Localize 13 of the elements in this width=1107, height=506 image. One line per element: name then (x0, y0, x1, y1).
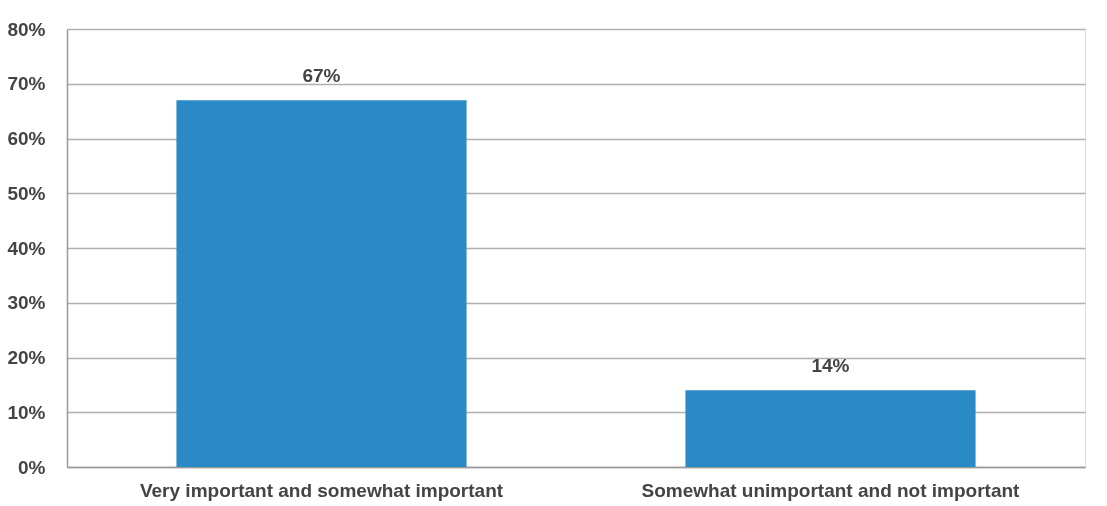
x-tick-label: Somewhat unimportant and not important (641, 479, 1021, 501)
y-tick-label: 80% (7, 18, 46, 40)
x-tick-label: Very important and somewhat important (139, 479, 504, 501)
y-tick-label: 10% (7, 401, 46, 423)
data-label: 14% (811, 355, 850, 377)
y-tick-label: 40% (7, 237, 46, 259)
y-tick-label: 70% (7, 73, 46, 95)
data-label: 67% (302, 65, 341, 87)
y-tick-label: 20% (7, 347, 46, 368)
y-tick-label: 50% (7, 182, 46, 204)
y-tick-label: 60% (7, 128, 46, 149)
y-tick-label: 30% (7, 292, 46, 314)
y-tick-label: 0% (18, 456, 46, 478)
